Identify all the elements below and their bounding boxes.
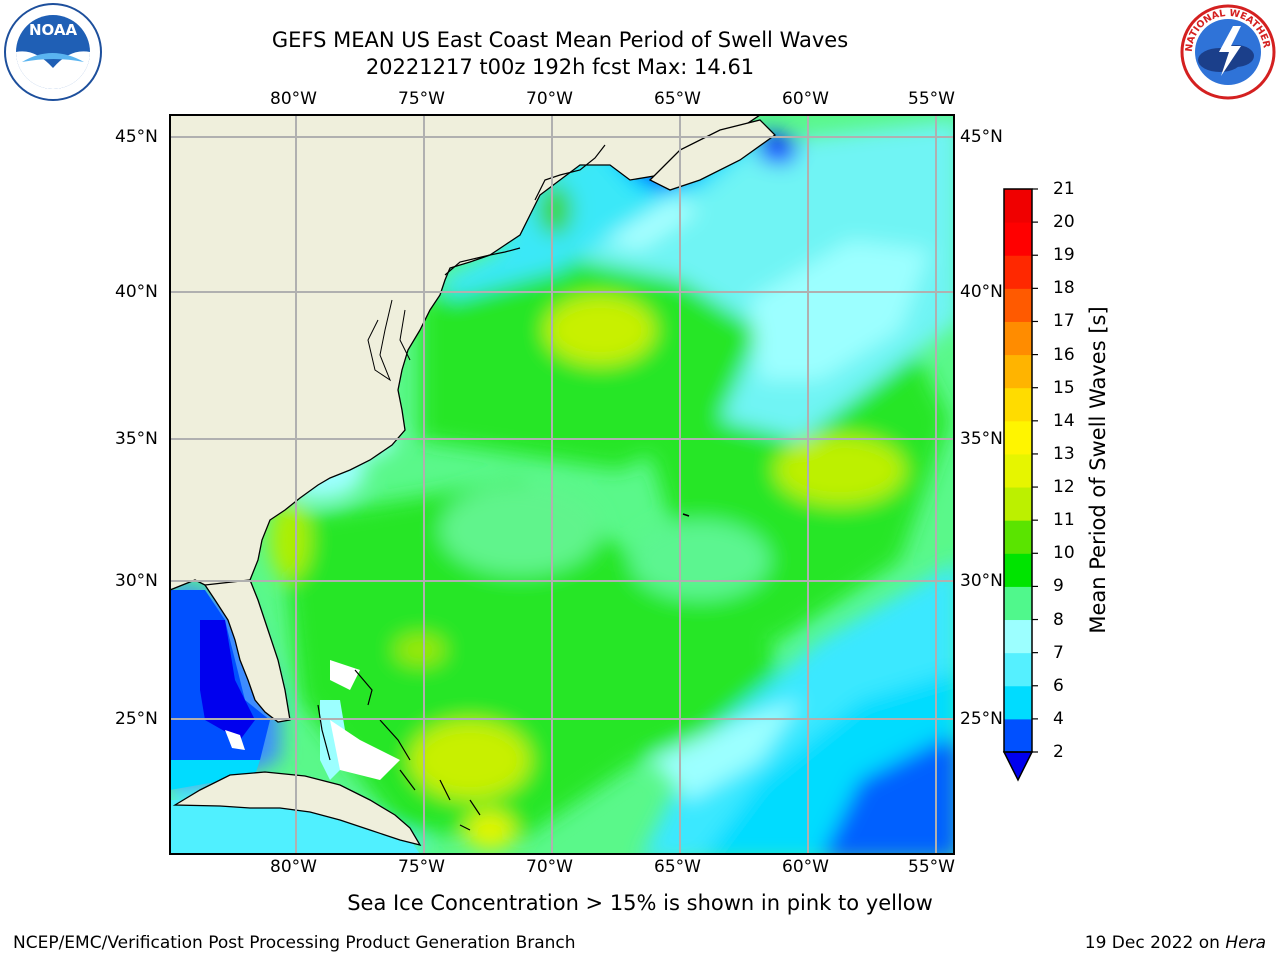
colorbar-tick-label: 16 — [1053, 344, 1075, 365]
lat-label-left-40n: 40°N — [115, 282, 158, 302]
map-gridlines — [170, 115, 954, 854]
lat-label-right-35n: 35°N — [960, 429, 1003, 449]
lon-label-bottom-60w: 60°W — [782, 857, 829, 877]
lon-label-bottom-75w: 75°W — [398, 857, 445, 877]
colorbar-tick-label: 11 — [1053, 510, 1075, 531]
colorbar-band — [1004, 255, 1032, 289]
lon-label-top-70w: 70°W — [526, 89, 573, 109]
colorbar-tick-label: 18 — [1053, 278, 1075, 299]
colorbar-tick-label: 13 — [1053, 443, 1075, 464]
colorbar-tick-label: 10 — [1053, 543, 1075, 564]
footer-date: 19 Dec 2022 on Hera — [1085, 933, 1266, 953]
colorbar-band — [1004, 553, 1032, 587]
lon-label-bottom-80w: 80°W — [270, 857, 317, 877]
colorbar-band — [1004, 354, 1032, 389]
noaa-logo: NOAA — [4, 3, 102, 101]
colorbar-band — [1004, 619, 1032, 654]
cape-cod-coast — [444, 144, 606, 276]
colorbar-band — [1004, 387, 1032, 422]
map-subtitle: 20221217 t00z 192h fcst Max: 14.61 — [365, 55, 755, 79]
footer-date-text: 19 Dec 2022 on — [1084, 933, 1220, 953]
lat-label-right-40n: 40°N — [960, 282, 1003, 302]
lon-label-top-65w: 65°W — [654, 89, 701, 109]
colorbar-tick-label: 2 — [1053, 742, 1064, 762]
north-america-land — [170, 115, 762, 591]
lon-label-top-75w: 75°W — [398, 89, 445, 109]
footer-credit: NCEP/EMC/Verification Post Processing Pr… — [13, 933, 576, 953]
bahamas-islands — [317, 669, 481, 831]
colorbar-tick-label: 6 — [1053, 675, 1064, 696]
colorbar-band — [1004, 520, 1032, 554]
lat-label-left-30n: 30°N — [115, 571, 158, 591]
colorbar-under-arrow — [1002, 751, 1034, 782]
colorbar-band — [1004, 487, 1032, 521]
colorbar-tick-label: 4 — [1053, 708, 1064, 729]
bermuda-island — [682, 513, 690, 517]
lon-label-top-60w: 60°W — [782, 89, 829, 109]
colorbar-band — [1004, 420, 1032, 455]
colorbar — [1002, 188, 1038, 782]
colorbar-band — [1004, 321, 1032, 356]
sea-ice-caption: Sea Ice Concentration > 15% is shown in … — [347, 891, 933, 915]
colorbar-band — [1004, 288, 1032, 322]
colorbar-band — [1004, 685, 1032, 720]
nws-logo: NATIONAL WEATHER SERVICE — [1178, 2, 1276, 100]
lon-label-bottom-65w: 65°W — [654, 857, 701, 877]
colorbar-tick-label: 20 — [1053, 212, 1075, 233]
colorbar-tick-label: 15 — [1053, 377, 1075, 398]
lat-label-right-25n: 25°N — [960, 709, 1003, 729]
lon-label-top-55w: 55°W — [908, 89, 955, 109]
colorbar-tick-label: 14 — [1053, 410, 1075, 431]
colorbar-title: Mean Period of Swell Waves [s] — [1086, 306, 1110, 634]
lat-label-left-25n: 25°N — [115, 709, 158, 729]
noaa-logo-text: NOAA — [29, 21, 78, 39]
lat-label-right-30n: 30°N — [960, 571, 1003, 591]
map-title: GEFS MEAN US East Coast Mean Period of S… — [271, 28, 849, 52]
colorbar-tick-label: 8 — [1053, 609, 1064, 630]
lat-label-left-35n: 35°N — [115, 429, 158, 449]
colorbar-tick-label: 12 — [1053, 477, 1075, 498]
lat-label-left-45n: 45°N — [115, 127, 158, 147]
lat-label-right-45n: 45°N — [960, 127, 1003, 147]
footer-host: Hera — [1225, 933, 1266, 953]
colorbar-frame — [1003, 188, 1033, 753]
colorbar-tick-label: 19 — [1053, 245, 1075, 266]
colorbar-tick-label: 21 — [1053, 179, 1075, 199]
colorbar-band — [1004, 222, 1032, 256]
chesapeake-coast — [367, 299, 411, 382]
colorbar-band — [1004, 586, 1032, 621]
lon-label-bottom-70w: 70°W — [526, 857, 573, 877]
colorbar-band — [1004, 652, 1032, 687]
cuba-land — [172, 771, 422, 847]
colorbar-tick-label: 9 — [1053, 576, 1064, 597]
colorbar-band — [1004, 453, 1032, 488]
lon-label-top-80w: 80°W — [270, 89, 317, 109]
florida-land — [203, 579, 291, 723]
colorbar-band — [1004, 189, 1032, 223]
lon-label-bottom-55w: 55°W — [908, 857, 955, 877]
colorbar-tick-label: 7 — [1053, 642, 1064, 663]
map-frame — [169, 114, 955, 855]
colorbar-tick-label: 17 — [1053, 311, 1075, 332]
colorbar-band — [1004, 718, 1032, 753]
